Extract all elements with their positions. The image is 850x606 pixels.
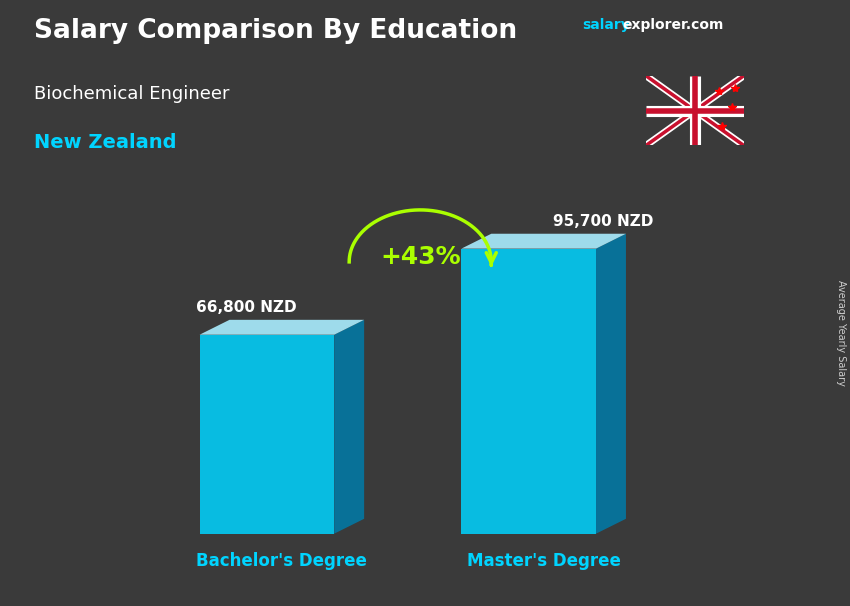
Text: 95,700 NZD: 95,700 NZD	[552, 215, 653, 229]
Polygon shape	[200, 335, 334, 534]
Text: New Zealand: New Zealand	[34, 133, 177, 152]
Text: 66,800 NZD: 66,800 NZD	[196, 301, 297, 315]
Text: Master's Degree: Master's Degree	[467, 551, 620, 570]
Text: Salary Comparison By Education: Salary Comparison By Education	[34, 18, 517, 44]
Text: salary: salary	[582, 18, 630, 32]
Text: explorer.com: explorer.com	[622, 18, 723, 32]
Polygon shape	[200, 320, 364, 335]
Polygon shape	[596, 234, 626, 534]
Text: Average Yearly Salary: Average Yearly Salary	[836, 281, 846, 386]
Polygon shape	[462, 248, 596, 534]
Polygon shape	[462, 234, 626, 248]
Text: Biochemical Engineer: Biochemical Engineer	[34, 85, 230, 103]
Text: Bachelor's Degree: Bachelor's Degree	[196, 551, 367, 570]
Polygon shape	[334, 320, 364, 534]
Text: +43%: +43%	[380, 245, 461, 268]
